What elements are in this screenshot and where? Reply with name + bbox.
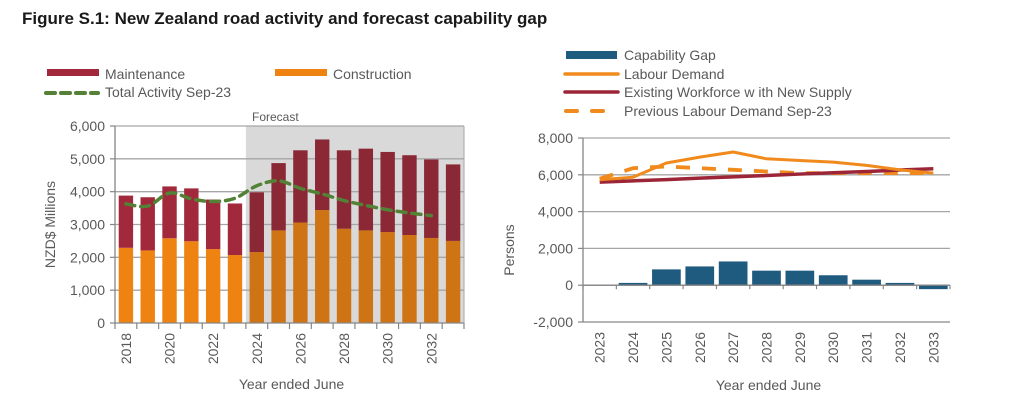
bar-construction-2030: [380, 232, 395, 323]
bar-construction-2032: [424, 237, 439, 323]
bar-construction-2021: [184, 241, 199, 323]
legend-label-previous-labour-demand: Previous Labour Demand Sep-23: [624, 103, 832, 119]
bar-construction-2026: [293, 222, 308, 323]
x-tick-label: 2030: [825, 332, 841, 363]
x-tick-label: 2029: [792, 332, 808, 363]
bar-maintenance-2032: [424, 159, 439, 238]
bar-construction-2031: [402, 235, 417, 323]
y-tick-label: 4,000: [538, 204, 573, 220]
bar-construction-2023: [227, 255, 243, 323]
bar-capability-gap-2026: [685, 266, 715, 286]
bar-capability-gap-2025: [652, 269, 681, 286]
bar-maintenance-2025: [271, 163, 286, 231]
y-tick-label: 1,000: [70, 282, 105, 298]
bar-maintenance-2026: [293, 150, 308, 223]
bar-construction-2024: [249, 252, 264, 323]
legend-label-construction: Construction: [333, 66, 412, 82]
bar-construction-2029: [358, 230, 374, 323]
legend-label-labour-demand: Labour Demand: [624, 66, 724, 82]
x-tick-label: 2030: [380, 333, 396, 364]
y-tick-label: 2,000: [538, 240, 573, 256]
y-tick-label: 2,000: [70, 249, 105, 265]
bar-capability-gap-2031: [852, 279, 881, 286]
x-axis-title: Year ended June: [716, 377, 822, 393]
legend-label-capability-gap: Capability Gap: [624, 47, 716, 63]
bar-maintenance-2018: [118, 195, 134, 248]
bar-capability-gap-2027: [718, 261, 748, 286]
y-tick-label: 0: [565, 277, 573, 293]
bar-maintenance-2020: [162, 186, 177, 239]
x-axis-title: Year ended June: [239, 376, 345, 392]
legend-swatch-capability-gap: [566, 51, 617, 59]
bar-maintenance-2021: [184, 188, 199, 242]
legend-label-total-activity: Total Activity Sep-23: [105, 84, 231, 100]
y-tick-label: 0: [97, 315, 105, 331]
x-tick-label: 2025: [658, 332, 674, 363]
bar-maintenance-2022: [205, 199, 221, 250]
bar-capability-gap-2028: [752, 270, 781, 286]
bar-capability-gap-2024: [618, 282, 648, 286]
bar-construction-2022: [205, 249, 221, 323]
y-tick-label: 3,000: [70, 217, 105, 233]
bar-capability-gap-2032: [885, 282, 915, 286]
bar-capability-gap-2029: [785, 270, 815, 286]
x-tick-label: 2028: [759, 332, 775, 363]
legend-swatch-construction: [275, 69, 327, 76]
y-tick-label: 4,000: [70, 184, 105, 200]
line-labour-demand: [599, 150, 934, 182]
left-legend: Maintenance Construction Total Activity Se…: [44, 66, 412, 100]
bar-maintenance-2030: [380, 151, 395, 233]
forecast-label: Forecast: [252, 110, 299, 124]
bar-construction-2025: [271, 230, 286, 323]
x-tick-label: 2033: [925, 332, 941, 363]
bar-maintenance-2029: [358, 148, 374, 231]
x-tick-label: 2018: [118, 333, 134, 364]
left-chart: 0 1,000 2,000 3,000 4,000 5,000 6,000 2018 2020 2…: [42, 66, 465, 392]
line-existing-workforce: [599, 166, 934, 184]
y-tick-label: -2,000: [533, 314, 573, 330]
right-legend: Capability Gap Labour Demand Existing Work…: [563, 47, 852, 119]
bar-construction-2028: [336, 228, 352, 323]
x-tick-label: 2028: [336, 333, 352, 364]
legend-swatch-maintenance: [47, 69, 99, 76]
bar-maintenance-2033: [445, 164, 461, 241]
x-tick-label: 2026: [692, 332, 708, 363]
y-axis-title: NZD$ Millions: [42, 181, 58, 268]
bar-construction-2019: [140, 250, 155, 323]
x-tick-label: 2032: [892, 332, 908, 363]
x-tick-label: 2023: [592, 332, 608, 363]
y-axis-title: Persons: [501, 224, 517, 275]
line-total-activity: [124, 179, 434, 218]
figure-title: Figure S.1: New Zealand road activity an…: [22, 9, 548, 28]
x-tick-label: 2032: [423, 333, 439, 364]
x-tick-label: 2022: [205, 333, 221, 364]
x-tick-label: 2027: [725, 332, 741, 363]
bar-maintenance-2031: [402, 155, 417, 236]
x-tick-label: 2024: [625, 332, 641, 363]
x-tick-label: 2024: [249, 333, 265, 364]
y-tick-label: 6,000: [70, 118, 105, 134]
bar-construction-2018: [118, 247, 134, 323]
bar-construction-2020: [162, 238, 177, 323]
bar-capability-gap-2033: [918, 285, 948, 290]
x-tick-label: 2020: [162, 333, 178, 364]
legend-label-existing-workforce: Existing Workforce w ith New Supply: [624, 84, 852, 100]
bar-maintenance-2027: [315, 139, 330, 211]
x-tick-label: 2031: [859, 332, 875, 363]
x-tick-label: 2026: [292, 333, 308, 364]
bar-maintenance-2019: [140, 197, 155, 251]
y-tick-label: 6,000: [538, 167, 573, 183]
y-tick-label: 5,000: [70, 151, 105, 167]
bar-maintenance-2028: [336, 150, 352, 229]
legend-label-maintenance: Maintenance: [105, 66, 185, 82]
right-chart: -2,000 0 2,000 4,000 6,000 8,000 2023 2024 2025 2…: [501, 47, 951, 393]
bar-construction-2033: [445, 240, 461, 323]
bar-maintenance-2024: [249, 192, 264, 253]
bar-maintenance-2023: [227, 203, 243, 256]
bar-construction-2027: [315, 210, 330, 323]
y-tick-label: 8,000: [538, 130, 573, 146]
bar-capability-gap-2030: [818, 275, 848, 286]
